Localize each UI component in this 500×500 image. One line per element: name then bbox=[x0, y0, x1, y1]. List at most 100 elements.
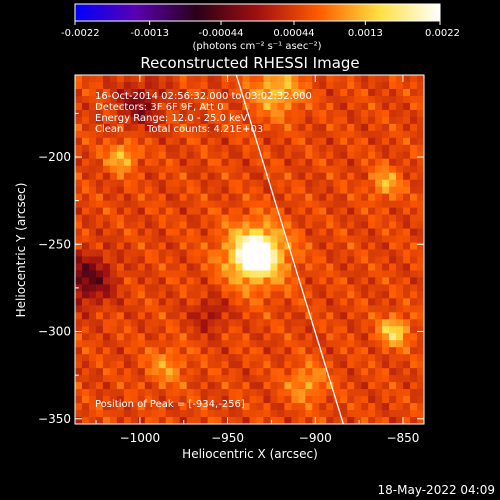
heatmap-cell bbox=[284, 144, 292, 153]
heatmap-cell bbox=[333, 172, 341, 181]
heatmap-cell bbox=[382, 172, 390, 181]
heatmap-cell bbox=[375, 382, 383, 390]
heatmap-cell bbox=[95, 200, 104, 209]
heatmap-cell bbox=[207, 130, 215, 139]
heatmap-cell bbox=[88, 242, 97, 250]
heatmap-cell bbox=[235, 347, 243, 355]
x-tick-label: −1000 bbox=[120, 431, 161, 445]
heatmap-cell bbox=[172, 95, 181, 104]
heatmap-cell bbox=[249, 242, 257, 250]
heatmap-cell bbox=[361, 123, 369, 132]
heatmap-cell bbox=[305, 151, 313, 160]
heatmap-cell bbox=[284, 410, 292, 418]
heatmap-cell bbox=[242, 277, 250, 285]
limb-line bbox=[235, 75, 344, 424]
heatmap-cell bbox=[284, 389, 292, 397]
colorbar-unit-label: (photons cm⁻² s⁻¹ asec⁻²) bbox=[192, 41, 321, 52]
heatmap-cell bbox=[333, 109, 341, 118]
heatmap-cell bbox=[333, 116, 341, 125]
heatmap-cell bbox=[186, 312, 195, 320]
heatmap-cell bbox=[417, 165, 424, 174]
heatmap-cell bbox=[109, 186, 118, 195]
heatmap-cell bbox=[123, 165, 132, 174]
heatmap-cell bbox=[109, 298, 118, 306]
heatmap-cell bbox=[214, 137, 222, 146]
heatmap-cell bbox=[137, 270, 146, 278]
heatmap-cell bbox=[417, 137, 424, 146]
heatmap-cell bbox=[228, 249, 236, 257]
heatmap-cell bbox=[207, 235, 215, 243]
heatmap-cell bbox=[263, 382, 271, 390]
heatmap-cell bbox=[417, 347, 424, 355]
heatmap-cell bbox=[284, 417, 292, 424]
heatmap-cell bbox=[382, 375, 390, 383]
heatmap-cell bbox=[123, 130, 132, 139]
heatmap-cell bbox=[158, 193, 167, 202]
heatmap-cell bbox=[186, 207, 195, 215]
heatmap-cell bbox=[396, 354, 404, 362]
heatmap-cell bbox=[396, 123, 404, 132]
heatmap-cell bbox=[151, 249, 160, 257]
heatmap-cell bbox=[410, 75, 418, 83]
heatmap-cell bbox=[221, 137, 229, 146]
heatmap-cell bbox=[382, 123, 390, 132]
heatmap-cell bbox=[151, 151, 160, 160]
heatmap-cell bbox=[333, 200, 341, 209]
heatmap-cell bbox=[410, 123, 418, 132]
heatmap-cell bbox=[389, 81, 397, 90]
heatmap-cell bbox=[137, 382, 146, 390]
heatmap-cell bbox=[284, 354, 292, 362]
heatmap-cell bbox=[263, 375, 271, 383]
heatmap-cell bbox=[417, 214, 424, 222]
heatmap-cell bbox=[88, 284, 97, 292]
heatmap-cell bbox=[249, 403, 257, 411]
heatmap-cell bbox=[109, 144, 118, 153]
heatmap-cell bbox=[305, 312, 313, 320]
heatmap-cell bbox=[333, 88, 341, 97]
heatmap-cell bbox=[116, 368, 125, 376]
heatmap-cell bbox=[88, 172, 97, 181]
heatmap-cell bbox=[368, 130, 376, 139]
heatmap-cell bbox=[193, 137, 202, 146]
heatmap-cell bbox=[375, 207, 383, 215]
heatmap-cell bbox=[75, 186, 83, 195]
heatmap-cell bbox=[186, 410, 195, 418]
heatmap-cell bbox=[263, 130, 271, 139]
heatmap-cell bbox=[305, 242, 313, 250]
heatmap-cell bbox=[151, 284, 160, 292]
heatmap-cell bbox=[382, 270, 390, 278]
heatmap-cell bbox=[165, 361, 174, 369]
heatmap-cell bbox=[116, 375, 125, 383]
heatmap-cell bbox=[221, 291, 229, 299]
heatmap-cell bbox=[347, 326, 355, 334]
heatmap-cell bbox=[256, 165, 264, 174]
heatmap-cell bbox=[228, 221, 236, 229]
heatmap-cell bbox=[207, 242, 215, 250]
heatmap-cell bbox=[319, 389, 327, 397]
heatmap-cell bbox=[214, 375, 222, 383]
heatmap-cell bbox=[137, 165, 146, 174]
heatmap-cell bbox=[242, 179, 250, 188]
heatmap-cell bbox=[235, 221, 243, 229]
heatmap-cell bbox=[368, 347, 376, 355]
heatmap-cell bbox=[200, 179, 209, 188]
heatmap-cell bbox=[221, 158, 229, 167]
heatmap-cell bbox=[172, 333, 181, 341]
heatmap-cell bbox=[186, 165, 195, 174]
heatmap-cell bbox=[207, 368, 215, 376]
heatmap-cell bbox=[347, 277, 355, 285]
heatmap-cell bbox=[389, 123, 397, 132]
heatmap-cell bbox=[158, 305, 167, 313]
heatmap-cell bbox=[333, 130, 341, 139]
heatmap-cell bbox=[249, 81, 257, 90]
heatmap-cell bbox=[326, 333, 334, 341]
heatmap-cell bbox=[165, 144, 174, 153]
heatmap-cell bbox=[172, 389, 181, 397]
heatmap-cell bbox=[410, 354, 418, 362]
heatmap-cell bbox=[186, 75, 195, 83]
heatmap-cell bbox=[81, 312, 90, 320]
heatmap-cell bbox=[291, 270, 299, 278]
heatmap-cell bbox=[165, 284, 174, 292]
heatmap-cell bbox=[277, 333, 285, 341]
heatmap-cell bbox=[389, 88, 397, 97]
